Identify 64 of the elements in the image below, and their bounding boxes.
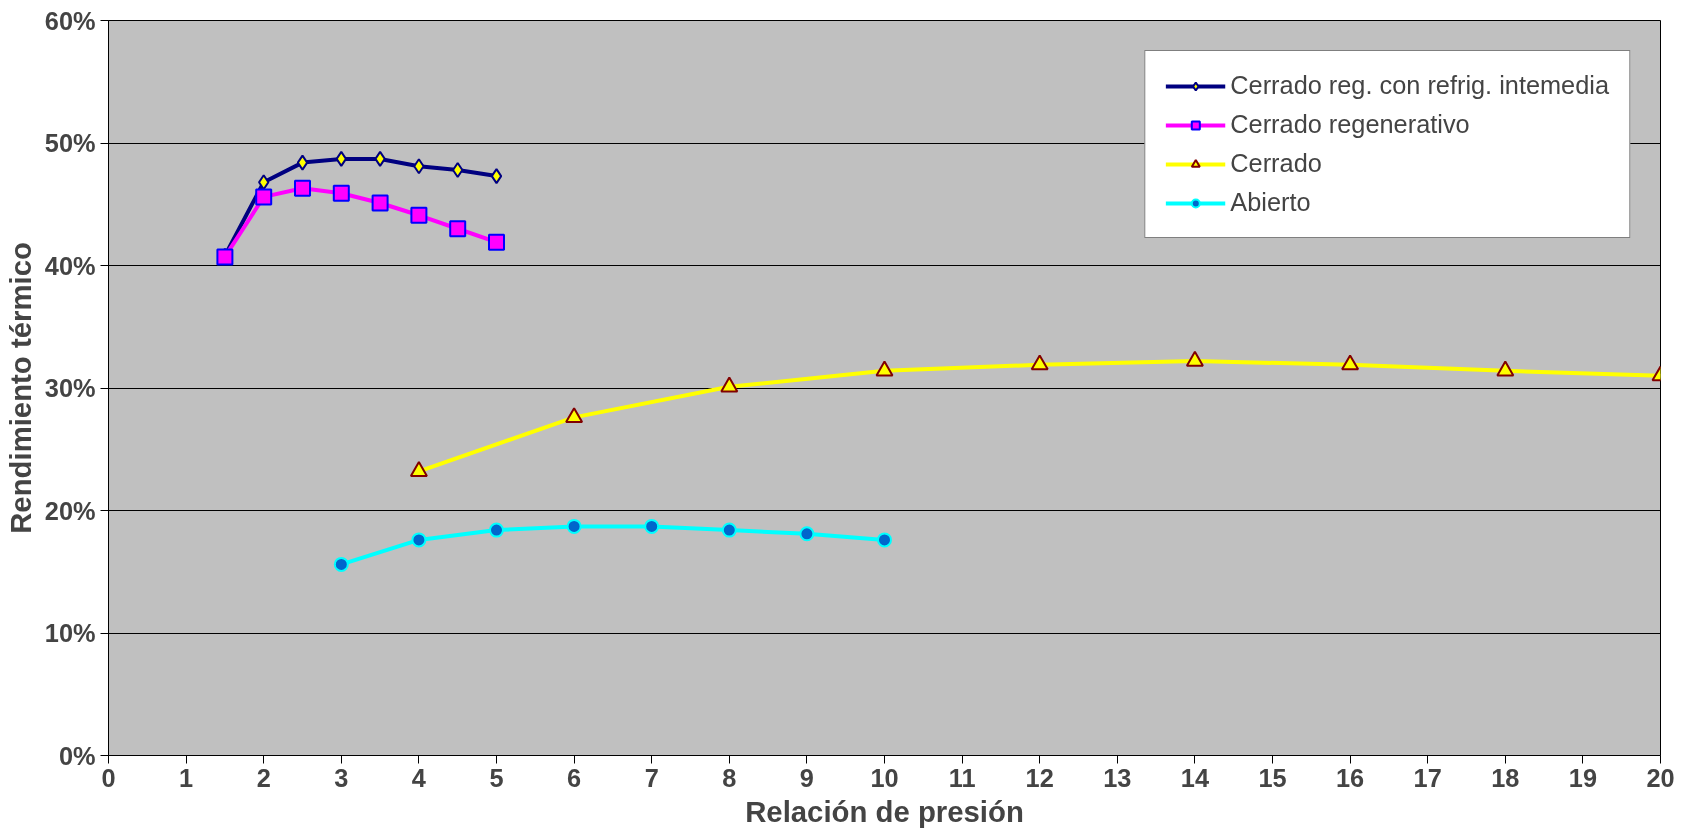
- point: [255, 188, 273, 206]
- point: [720, 376, 739, 393]
- y-tick-label: 60%: [44, 6, 96, 35]
- x-tick-label: 0: [101, 763, 116, 792]
- point: [1496, 360, 1515, 377]
- x-tick-label: 3: [334, 763, 349, 792]
- point: [1185, 350, 1204, 367]
- legend-label: Cerrado regenerativo: [1230, 110, 1470, 139]
- legend-label: Abierto: [1230, 188, 1311, 217]
- point: [294, 179, 311, 197]
- point: [1341, 354, 1360, 371]
- point: [488, 233, 505, 251]
- x-tick-label: 6: [567, 763, 582, 792]
- point: [799, 526, 815, 542]
- y-tick-label: 20%: [44, 496, 96, 525]
- point: [490, 168, 503, 185]
- point: [413, 158, 425, 175]
- x-tick-label: 19: [1568, 763, 1597, 792]
- point: [489, 522, 504, 538]
- x-tick-label: 14: [1180, 763, 1209, 792]
- x-tick-label: 17: [1413, 763, 1442, 792]
- x-tick-label: 4: [411, 763, 426, 792]
- point: [875, 360, 894, 377]
- legend-label: Cerrado: [1230, 149, 1322, 178]
- x-tick-label: 1: [179, 763, 194, 792]
- y-tick-label: 30%: [44, 374, 96, 402]
- x-tick-label: 10: [870, 763, 899, 792]
- x-axis-title: Relación de presión: [745, 794, 1024, 828]
- x-tick-label: 13: [1103, 763, 1132, 792]
- point: [410, 206, 428, 224]
- y-tick-label: 50%: [44, 129, 96, 157]
- y-tick-label: 40%: [44, 251, 96, 280]
- point: [335, 150, 347, 167]
- point: [411, 532, 427, 548]
- x-tick-label: 11: [948, 763, 976, 792]
- x-tick-label: 2: [256, 763, 271, 792]
- point: [452, 161, 464, 178]
- point: [296, 154, 309, 171]
- x-tick-label: 5: [489, 763, 504, 792]
- x-tick-label: 18: [1491, 763, 1520, 792]
- x-tick-label: 16: [1336, 763, 1365, 792]
- point: [258, 174, 270, 191]
- x-tick-label: 8: [722, 763, 737, 792]
- y-tick-label: 10%: [44, 619, 96, 647]
- point: [332, 184, 350, 202]
- x-tick-label: 9: [799, 763, 814, 792]
- x-tick-label: 20: [1646, 763, 1675, 792]
- point: [409, 461, 428, 477]
- point: [1030, 354, 1049, 371]
- x-tick-label: 15: [1258, 763, 1287, 792]
- point: [333, 556, 349, 572]
- point: [374, 150, 386, 167]
- point: [644, 518, 660, 534]
- x-tick-label: 7: [644, 763, 659, 792]
- point: [721, 522, 737, 538]
- legend-label: Cerrado reg. con refrig. intemedia: [1230, 71, 1609, 100]
- y-axis-title: Rendimiento térmico: [3, 242, 37, 534]
- point: [449, 220, 467, 238]
- y-tick-label: 0%: [58, 741, 96, 770]
- point: [566, 518, 582, 534]
- x-tick-label: 12: [1025, 763, 1054, 792]
- point: [877, 532, 892, 548]
- point: [371, 194, 389, 212]
- point: [565, 407, 584, 424]
